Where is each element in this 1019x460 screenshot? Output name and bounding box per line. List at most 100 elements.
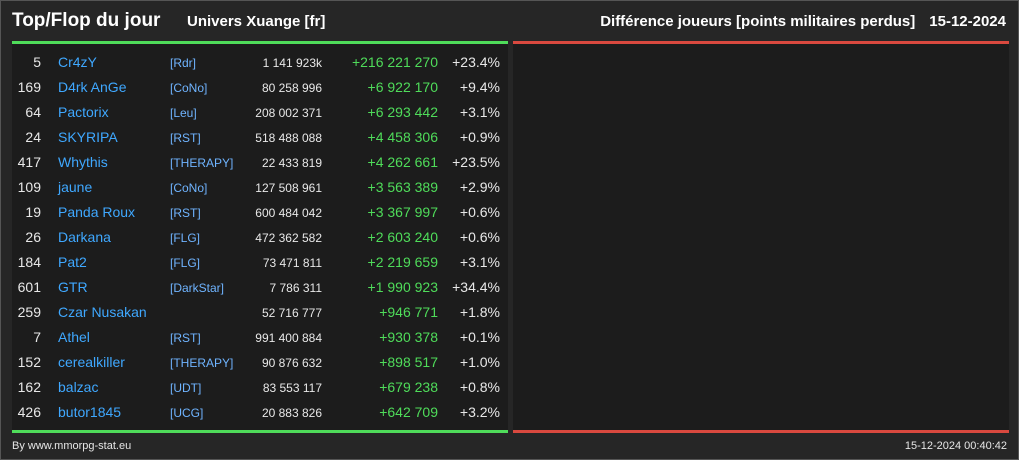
player-rank: 109 <box>17 179 41 195</box>
player-difference: +4 458 306 <box>367 129 438 145</box>
player-rank: 7 <box>33 329 41 345</box>
header-date: 15-12-2024 <box>929 13 1006 30</box>
player-points: 83 553 117 <box>262 381 322 395</box>
player-name[interactable]: SKYRIPA <box>58 129 118 145</box>
player-percent: +1.8% <box>459 304 500 320</box>
player-alliance[interactable]: [RST] <box>170 131 201 145</box>
player-rank: 24 <box>25 129 41 145</box>
player-percent: +0.6% <box>459 229 500 245</box>
player-points: 518 488 088 <box>255 131 322 145</box>
player-name[interactable]: Pat2 <box>58 254 87 270</box>
player-name[interactable]: Pactorix <box>58 104 109 120</box>
player-name[interactable]: balzac <box>58 379 99 395</box>
player-difference: +1 990 923 <box>367 279 438 295</box>
footer-credit: By www.mmorpg-stat.eu <box>12 440 132 452</box>
player-points: 1 141 923k <box>262 56 322 70</box>
player-points: 7 786 311 <box>269 281 323 295</box>
player-alliance[interactable]: [THERAPY] <box>170 356 234 370</box>
player-alliance[interactable]: [CoNo] <box>170 181 208 195</box>
player-percent: +0.9% <box>459 129 500 145</box>
player-points: 472 362 582 <box>255 231 322 245</box>
player-alliance[interactable]: [Leu] <box>170 106 197 120</box>
player-alliance[interactable]: [RST] <box>170 331 201 345</box>
player-difference: +3 563 389 <box>367 179 438 195</box>
table-row: 26 Darkana [FLG] 472 362 582 +2 603 240 +0.6% <box>12 225 508 250</box>
table-row: 426 butor1845 [UCG] 20 883 826 +642 709 +3.2% <box>12 400 508 425</box>
table-row: 24 SKYRIPA [RST] 518 488 088 +4 458 306 +0.9% <box>12 125 508 150</box>
player-points: 52 716 777 <box>261 306 322 320</box>
player-points: 73 471 811 <box>262 256 322 270</box>
table-row: 19 Panda Roux [RST] 600 484 042 +3 367 997 +0… <box>12 200 508 225</box>
player-percent: +3.2% <box>459 404 500 420</box>
table-row: 152 cerealkiller [THERAPY] 90 876 632 +898 5… <box>12 350 508 375</box>
player-name[interactable]: butor1845 <box>58 404 122 420</box>
player-name[interactable]: Czar Nusakan <box>58 304 147 320</box>
player-percent: +1.0% <box>459 354 500 370</box>
player-percent: +9.4% <box>459 79 500 95</box>
player-alliance[interactable]: [CoNo] <box>170 81 208 95</box>
top-panel: 5 Cr4zY [Rdr] 1 141 923k +216 221 270 +23.4% 1… <box>12 41 508 433</box>
player-points: 127 508 961 <box>255 181 322 195</box>
table-row: 259 Czar Nusakan 52 716 777 +946 771 +1.8% <box>12 300 508 325</box>
player-difference: +6 293 442 <box>367 104 438 120</box>
header-right: Différence joueurs [points militaires pe… <box>600 13 1006 30</box>
table-row: 169 D4rk AnGe [CoNo] 80 258 996 +6 922 170 +9… <box>12 75 508 100</box>
player-points: 208 002 371 <box>255 106 322 120</box>
footer-timestamp: 15-12-2024 00:40:42 <box>904 440 1007 452</box>
player-name[interactable]: Panda Roux <box>58 204 136 220</box>
table-row: 7 Athel [RST] 991 400 884 +930 378 +0.1% <box>12 325 508 350</box>
player-percent: +23.4% <box>452 54 500 70</box>
player-name[interactable]: Whythis <box>58 154 108 170</box>
ranking-subtitle: Différence joueurs [points militaires pe… <box>600 13 916 30</box>
universe-label: Univers Xuange [fr] <box>187 13 326 30</box>
player-name[interactable]: Darkana <box>58 229 111 245</box>
player-alliance[interactable]: [FLG] <box>170 256 201 270</box>
player-difference: +679 238 <box>379 379 438 395</box>
player-rank: 162 <box>17 379 41 395</box>
player-name[interactable]: D4rk AnGe <box>58 79 127 95</box>
player-percent: +0.1% <box>459 329 500 345</box>
player-difference: +2 603 240 <box>367 229 438 245</box>
player-points: 90 876 632 <box>261 356 322 370</box>
player-percent: +2.9% <box>459 179 500 195</box>
player-percent: +3.1% <box>459 104 500 120</box>
player-name[interactable]: jaune <box>58 179 93 195</box>
player-alliance[interactable]: [UDT] <box>170 381 202 395</box>
player-percent: +34.4% <box>452 279 500 295</box>
player-rank: 152 <box>17 354 41 370</box>
player-points: 80 258 996 <box>261 81 322 95</box>
player-difference: +898 517 <box>379 354 438 370</box>
player-alliance[interactable]: [THERAPY] <box>170 156 234 170</box>
player-difference: +6 922 170 <box>367 79 438 95</box>
player-alliance[interactable]: [Rdr] <box>170 56 197 70</box>
table-row: 417 Whythis [THERAPY] 22 433 819 +4 262 661 +… <box>12 150 508 175</box>
table-row: 109 jaune [CoNo] 127 508 961 +3 563 389 +2.9% <box>12 175 508 200</box>
player-name[interactable]: Athel <box>58 329 90 345</box>
player-rank: 426 <box>17 404 41 420</box>
player-difference: +930 378 <box>379 329 438 345</box>
player-percent: +3.1% <box>459 254 500 270</box>
player-percent: +23.5% <box>452 154 500 170</box>
player-alliance[interactable]: [DarkStar] <box>170 281 225 295</box>
player-percent: +0.8% <box>459 379 500 395</box>
player-points: 991 400 884 <box>255 331 322 345</box>
player-difference: +4 262 661 <box>367 154 438 170</box>
player-points: 20 883 826 <box>261 406 322 420</box>
player-difference: +642 709 <box>379 404 438 420</box>
player-rank: 601 <box>17 279 41 295</box>
player-name[interactable]: GTR <box>58 279 88 295</box>
player-name[interactable]: Cr4zY <box>58 54 97 70</box>
header: Top/Flop du jour Univers Xuange [fr] Dif… <box>1 1 1018 41</box>
player-rank: 259 <box>17 304 41 320</box>
player-name[interactable]: cerealkiller <box>58 354 125 370</box>
table-row: 64 Pactorix [Leu] 208 002 371 +6 293 442 +3.1… <box>12 100 508 125</box>
table-row: 184 Pat2 [FLG] 73 471 811 +2 219 659 +3.1% <box>12 250 508 275</box>
page-title: Top/Flop du jour <box>12 10 161 31</box>
player-alliance[interactable]: [FLG] <box>170 231 201 245</box>
table-row: 162 balzac [UDT] 83 553 117 +679 238 +0.8% <box>12 375 508 400</box>
player-alliance[interactable]: [UCG] <box>170 406 204 420</box>
player-difference: +2 219 659 <box>367 254 438 270</box>
player-alliance[interactable]: [RST] <box>170 206 201 220</box>
player-rank: 64 <box>25 104 41 120</box>
